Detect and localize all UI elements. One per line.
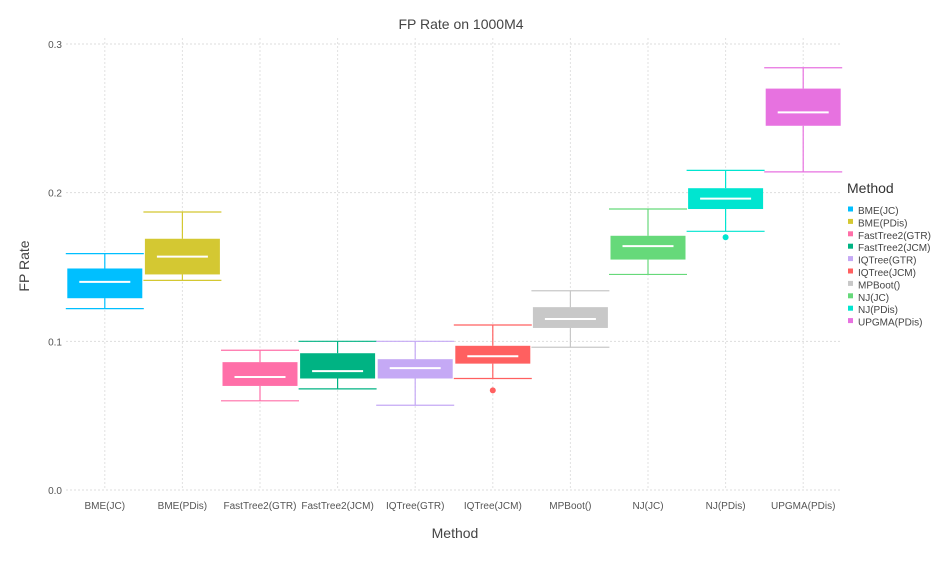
chart-title: FP Rate on 1000M4: [398, 16, 523, 32]
legend-swatch: [848, 318, 853, 324]
legend-label: BME(JC): [858, 206, 899, 217]
box-BME(JC): [65, 253, 144, 310]
x-tick-label: IQTree(JCM): [464, 501, 522, 512]
x-axis-title: Method: [432, 525, 479, 541]
legend-swatch: [848, 293, 853, 299]
legend-items: BME(JC)BME(PDis) FastTree2(GTR)FastTree2(…: [848, 206, 931, 329]
legend-swatch: [848, 268, 853, 274]
x-tick-label: IQTree(GTR): [386, 501, 445, 512]
iqr-box: [610, 235, 686, 260]
legend-label: IQTree(GTR): [858, 256, 917, 267]
legend-label: NJ(PDis): [858, 305, 898, 316]
legend-label: MPBoot(): [858, 280, 900, 291]
x-tick-label: BME(JC): [85, 501, 126, 512]
iqr-box: [300, 353, 376, 379]
box-BME(PDis): [143, 211, 222, 281]
box-IQTree(GTR): [376, 340, 455, 406]
y-tick-label: 0.1: [48, 337, 62, 348]
legend-swatch: [848, 280, 853, 286]
legend-swatch: [848, 231, 853, 237]
legend-label: FastTree2(JCM): [858, 243, 930, 254]
x-tick-label: MPBoot(): [549, 501, 591, 512]
legend-label: FastTree2(GTR): [858, 231, 931, 242]
box-MPBoot(): [531, 290, 610, 348]
box-plot-series: [65, 67, 843, 406]
box-NJ(PDis): [686, 169, 765, 241]
legend-label: BME(PDis): [858, 218, 907, 229]
box-UPGMA(PDis): [764, 67, 843, 173]
x-axis-ticks: BME(JC) BME(PDis) FastTree2(GTR) FastTree2(…: [85, 501, 836, 512]
legend-swatch: [848, 256, 853, 262]
y-tick-label: 0.3: [48, 40, 62, 51]
legend-title: Method: [847, 180, 894, 196]
iqr-box: [67, 268, 143, 299]
y-axis-ticks: 0.0 0.1 0.2 0.3: [48, 40, 62, 497]
iqr-box: [765, 88, 841, 126]
x-tick-label: NJ(PDis): [706, 501, 746, 512]
box-NJ(JC): [609, 208, 687, 276]
legend-label: IQTree(JCM): [858, 268, 916, 279]
x-tick-label: FastTree2(GTR): [224, 501, 297, 512]
y-axis-title: FP Rate: [16, 240, 32, 291]
box-FastTree2(GTR): [221, 349, 299, 402]
box-FastTree2(JCM): [298, 340, 377, 390]
legend-label: UPGMA(PDis): [858, 318, 922, 329]
legend: Method BME(JC)BME(PDis) FastTree2(GTR)Fas…: [847, 180, 931, 329]
outlier-point: [722, 234, 729, 241]
legend-swatch: [848, 243, 853, 249]
legend-swatch: [848, 218, 853, 224]
outlier-point: [489, 387, 496, 394]
legend-swatch: [848, 305, 853, 311]
y-tick-label: 0.0: [48, 486, 62, 497]
x-tick-label: UPGMA(PDis): [771, 501, 835, 512]
iqr-box: [532, 307, 608, 328]
x-tick-label: BME(PDis): [158, 501, 207, 512]
iqr-box: [222, 362, 298, 386]
legend-label: NJ(JC): [858, 293, 889, 304]
x-tick-label: NJ(JC): [632, 501, 663, 512]
legend-swatch: [848, 206, 853, 212]
iqr-box: [455, 345, 531, 364]
y-tick-label: 0.2: [48, 189, 62, 200]
box-IQTree(JCM): [453, 324, 532, 394]
x-tick-label: FastTree2(JCM): [301, 501, 373, 512]
